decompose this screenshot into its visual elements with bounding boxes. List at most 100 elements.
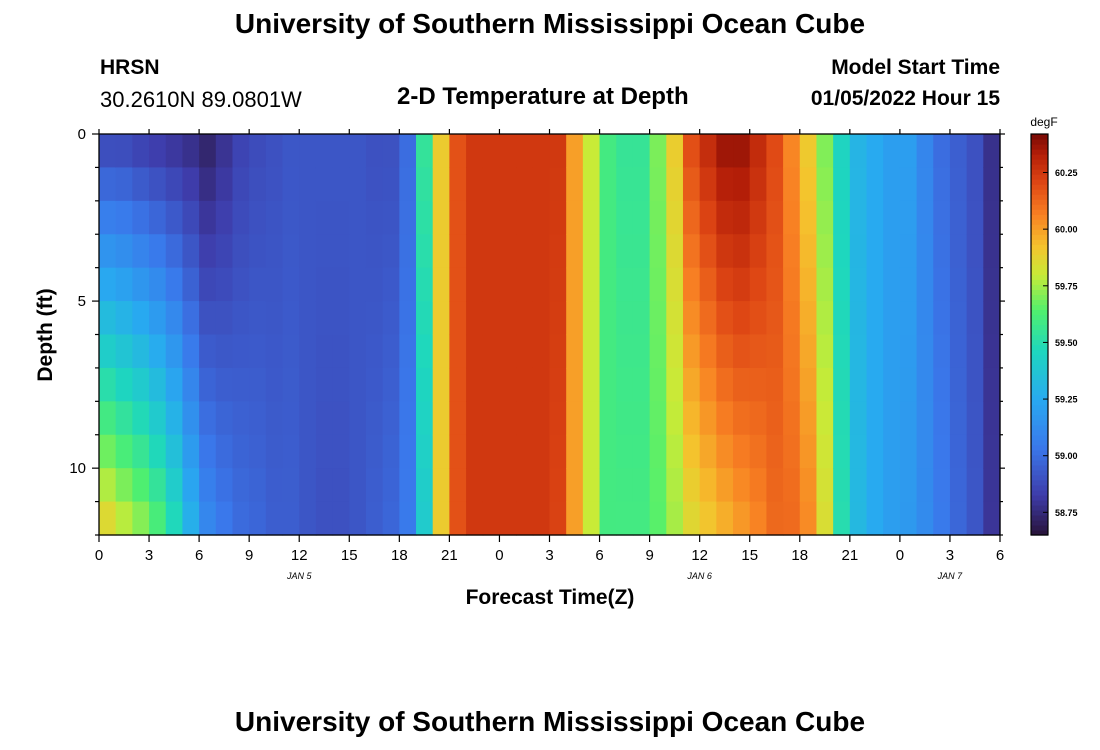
heatmap-cell [382,167,400,202]
heatmap-cell [916,401,934,436]
heatmap-cell [632,134,651,169]
heatmap-cell [699,267,717,302]
colorbar-segment [1031,314,1048,321]
colorbar-segment [1031,199,1048,205]
colorbar-unit: degF [1030,115,1057,129]
heatmap-cell [966,301,984,336]
heatmap-cell [933,434,951,469]
heatmap-cell [632,434,651,469]
heatmap-cell [716,134,734,169]
heatmap-cell [482,434,501,469]
heatmap-cell [983,301,1001,336]
heatmap-cell [365,401,384,436]
colorbar-segment [1031,309,1048,316]
heatmap-cell [132,267,150,302]
heatmap-cell [215,134,234,169]
colorbar-segment [1031,349,1048,356]
heatmap-cell [716,167,734,202]
heatmap-cell [833,134,851,169]
heatmap-cell [916,167,934,202]
heatmap-cell [549,301,567,336]
heatmap-cell [783,334,801,369]
heatmap-cell [716,367,734,402]
heatmap-cell [199,401,217,436]
heatmap-cell [332,200,350,235]
heatmap-cell [799,334,818,369]
heatmap-cell [966,367,984,402]
colorbar-segment [1031,204,1048,210]
heatmap-cell [716,234,734,269]
heatmap-cell [833,167,851,202]
heatmap-cell [582,267,601,302]
heatmap-cell [566,434,584,469]
heatmap-cell [232,200,250,235]
heatmap-cell [382,267,400,302]
heatmap-cell [299,200,317,235]
heatmap-cell [833,200,851,235]
heatmap-cell [99,234,117,269]
heatmap-cell [632,234,651,269]
heatmap-cell [933,167,951,202]
heatmap-cell [165,167,184,202]
heatmap-cell [933,334,951,369]
heatmap-cell [816,334,834,369]
heatmap-cell [849,401,868,436]
heatmap-cell [699,401,717,436]
colorbar-segment [1031,339,1048,346]
heatmap-cell [599,234,617,269]
colorbar-segment [1031,154,1048,160]
heatmap-cell [499,501,517,536]
heatmap-cell [165,367,184,402]
heatmap-cell [632,367,651,402]
heatmap-cell [282,501,300,536]
heatmap-cell [716,401,734,436]
colorbar-segment [1031,444,1048,451]
heatmap-cell [282,167,300,202]
heatmap-cell [115,200,133,235]
colorbar-segment [1031,134,1048,140]
heatmap-cell [516,267,534,302]
heatmap-cell [432,134,450,169]
heatmap-cell [516,367,534,402]
heatmap-cell [482,134,501,169]
heatmap-cell [699,234,717,269]
x-tick-label: 15 [741,547,758,564]
colorbar-segment [1031,504,1048,511]
heatmap-cell [916,434,934,469]
heatmap-cell [232,301,250,336]
heatmap-cell [983,267,1001,302]
heatmap-cell [99,468,117,503]
heatmap-cell [599,134,617,169]
heatmap-cell [749,367,768,402]
heatmap-cell [199,367,217,402]
heatmap-cell [182,334,200,369]
heatmap-cell [466,200,484,235]
y-tick-label: 10 [69,460,86,477]
heatmap-cell [799,301,818,336]
heatmap-cell [582,468,601,503]
heatmap-cell [132,334,150,369]
heatmap-cell [265,501,284,536]
heatmap-cell [632,167,651,202]
colorbar: 58.75 59.00 59.25 59.50 59.75 60.00 60.25 [1030,133,1078,536]
heatmap-cell [365,267,384,302]
heatmap-cell [599,501,617,536]
heatmap-cell [566,134,584,169]
heatmap-cell [632,501,651,536]
heatmap-cell [966,401,984,436]
heatmap-cell [399,200,417,235]
colorbar-segment [1031,449,1048,456]
heatmap-cell [616,167,634,202]
heatmap-cell [466,234,484,269]
heatmap-cell [432,234,450,269]
heatmap-cell [783,267,801,302]
heatmap-cell [182,468,200,503]
heatmap-cell [365,200,384,235]
heatmap-cell [132,434,150,469]
colorbar-segment [1031,164,1048,170]
heatmap-cell [482,401,501,436]
heatmap-cell [883,301,901,336]
colorbar-segment [1031,234,1048,240]
heatmap-cell [966,200,984,235]
heatmap-cell [582,200,601,235]
